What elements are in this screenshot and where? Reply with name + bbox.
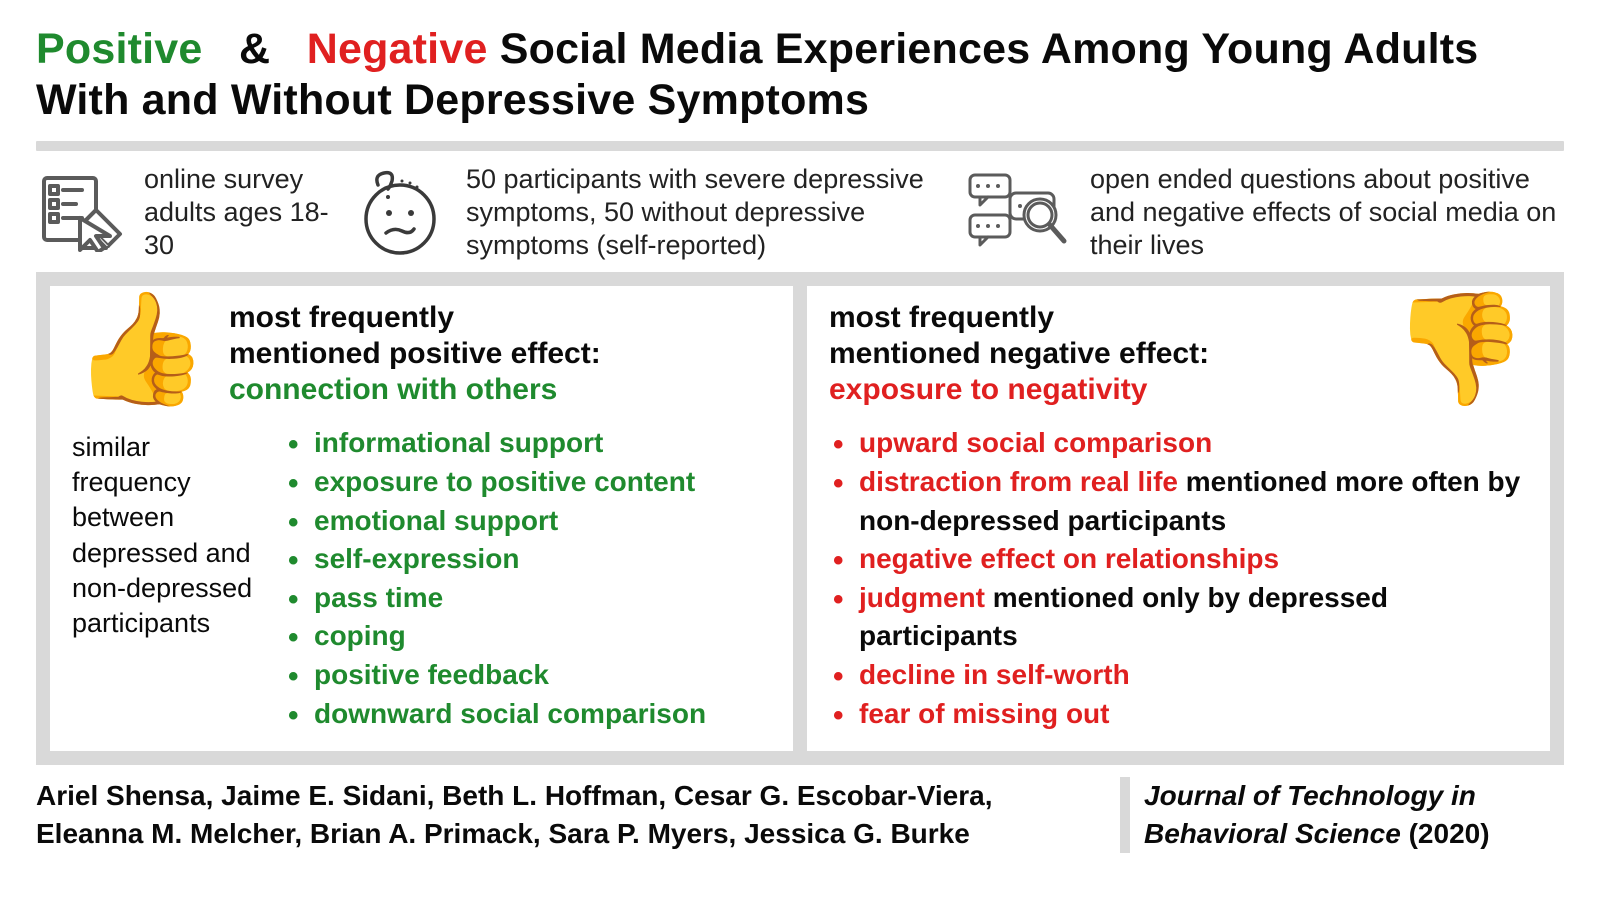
panels-container: 👍 most frequently mentioned positive eff…: [36, 272, 1564, 765]
list-item: negative effect on relationships: [829, 540, 1528, 579]
list-item: fear of missing out: [829, 695, 1528, 734]
negative-panel-head: most frequently mentioned negative effec…: [829, 300, 1528, 410]
methods-item-3: open ended questions about positive and …: [1090, 163, 1562, 262]
methods-row: online survey adults ages 18-30 50 parti…: [36, 159, 1564, 272]
confused-face-icon: [354, 167, 446, 259]
methods-item-2: 50 participants with severe depressive s…: [466, 163, 946, 262]
list-item: self-expression: [284, 540, 706, 579]
list-item: exposure to positive content: [284, 463, 706, 502]
positive-panel: 👍 most frequently mentioned positive eff…: [50, 286, 793, 751]
negative-effects-list: upward social comparison distraction fro…: [829, 424, 1528, 733]
title-positive-word: Positive: [36, 25, 203, 73]
negative-panel: most frequently mentioned negative effec…: [807, 286, 1550, 751]
list-item: emotional support: [284, 502, 706, 541]
page-title: Positive & Negative Social Media Experie…: [36, 24, 1564, 125]
chat-search-icon: [966, 171, 1070, 255]
footer: Ariel Shensa, Jaime E. Sidani, Beth L. H…: [36, 777, 1564, 853]
thumbs-up-icon: 👍: [72, 294, 209, 404]
journal-citation: Journal of Technology in Behavioral Scie…: [1144, 777, 1564, 853]
negative-head-text: most frequently mentioned negative effec…: [829, 300, 1209, 408]
divider-top: [36, 141, 1564, 151]
list-item: positive feedback: [284, 656, 706, 695]
list-item: upward social comparison: [829, 424, 1528, 463]
positive-panel-head: 👍 most frequently mentioned positive eff…: [72, 300, 771, 410]
list-item: judgment mentioned only by depressed par…: [829, 579, 1528, 656]
positive-side-note: similar frequency between depressed and …: [72, 424, 262, 733]
positive-panel-body: similar frequency between depressed and …: [72, 424, 771, 733]
title-ampersand: &: [239, 25, 270, 73]
authors: Ariel Shensa, Jaime E. Sidani, Beth L. H…: [36, 777, 1106, 853]
survey-form-icon: [38, 174, 124, 252]
list-item: pass time: [284, 579, 706, 618]
list-item: distraction from real life mentioned mor…: [829, 463, 1528, 540]
thumbs-down-icon: 👎: [1391, 294, 1528, 404]
positive-effects-list: informational support exposure to positi…: [284, 424, 706, 733]
footer-divider: [1120, 777, 1130, 853]
list-item: informational support: [284, 424, 706, 463]
list-item: decline in self-worth: [829, 656, 1528, 695]
list-item: downward social comparison: [284, 695, 706, 734]
title-negative-word: Negative: [307, 25, 488, 73]
methods-item-1: online survey adults ages 18-30: [144, 163, 334, 262]
list-item: coping: [284, 617, 706, 656]
positive-head-text: most frequently mentioned positive effec…: [229, 300, 601, 408]
